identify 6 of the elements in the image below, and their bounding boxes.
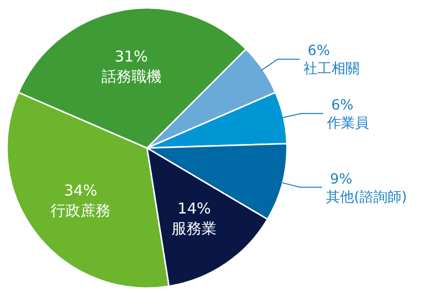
data-label: 6%	[331, 98, 354, 114]
slice-label: 社工相關	[304, 61, 360, 78]
data-label: 9%	[330, 171, 352, 188]
slice-label: 其他(諮詢師)	[326, 189, 407, 206]
slice-label: 作業員	[326, 116, 370, 132]
data-label: 6%	[308, 43, 330, 60]
